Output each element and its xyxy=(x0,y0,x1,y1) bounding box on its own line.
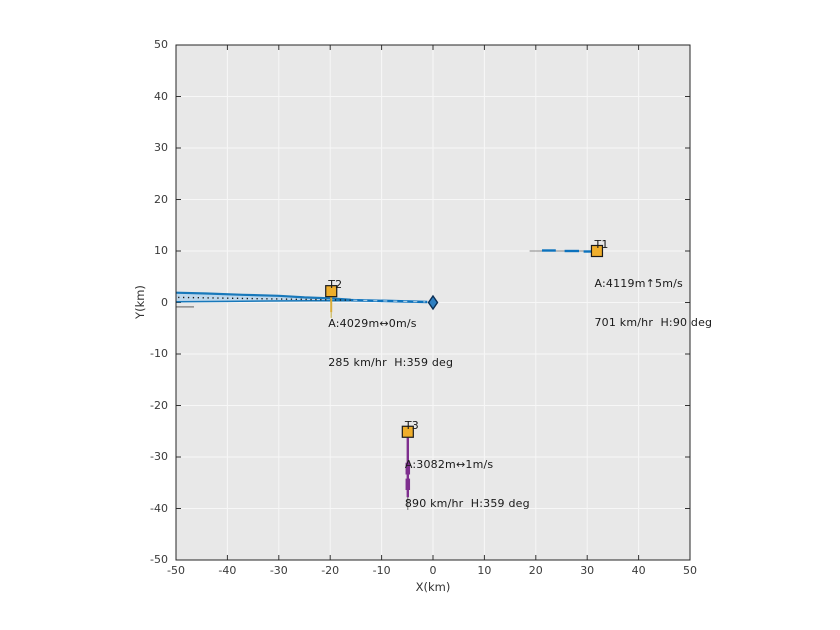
annotation-t1-id: T1 xyxy=(594,238,609,251)
t2-marker xyxy=(325,285,338,298)
axes-border xyxy=(175,44,691,561)
y-tick-label: -30 xyxy=(150,450,168,463)
y-tick-label: -20 xyxy=(150,398,168,412)
y-tick-label: 20 xyxy=(154,192,168,206)
y-tick-label: 50 xyxy=(154,38,168,51)
y-tick-label: 0 xyxy=(161,295,168,309)
annotation-t1-speed-heading: 701 km/hr H:90 deg xyxy=(594,316,713,329)
annotation-t2-id: T2 xyxy=(328,278,343,292)
annotation-t1-altitude: A:4119m↑5m/s xyxy=(594,277,683,290)
origin-marker xyxy=(427,294,439,311)
t3-marker xyxy=(401,425,414,438)
annotation-t3-id: T3 xyxy=(404,418,419,432)
x-tick-label: 20 xyxy=(528,564,543,577)
x-tick-label: -50 xyxy=(167,564,185,577)
x-tick-label: 40 xyxy=(631,564,646,577)
x-tick-label: 50 xyxy=(683,564,697,577)
annotation-t3: T3 A:3082m↔1m/s 890 km/hr H:359 deg xyxy=(405,393,530,536)
annotation-t3-altitude: A:3082m↔1m/s xyxy=(404,457,494,471)
y-tick-label: 40 xyxy=(154,89,168,103)
approach-band-bottom-edge xyxy=(175,299,351,303)
t1-marker xyxy=(590,244,604,258)
y-tick-label: 30 xyxy=(154,141,168,154)
x-axis-label: X(km) xyxy=(415,580,451,594)
annotation-t2-speed-heading: 285 km/hr H:359 deg xyxy=(328,356,454,370)
annotation-t1: T1 A:4119m↑5m/s 701 km/hr H:90 deg xyxy=(594,212,712,355)
y-axis-label: Y(km) xyxy=(133,285,147,319)
x-tick-label: 30 xyxy=(580,564,595,577)
x-tick-label: -20 xyxy=(321,564,340,577)
x-tick-label: -30 xyxy=(269,564,288,577)
y-tick-label: -40 xyxy=(150,501,168,515)
x-tick-label: -40 xyxy=(218,564,237,577)
annotation-t2: T2 A:4029m↔0m/s 285 km/hr H:359 deg xyxy=(328,252,453,395)
y-tick-label: 10 xyxy=(154,244,168,257)
x-tick-label: 0 xyxy=(429,564,437,577)
y-tick-label: -50 xyxy=(150,553,168,566)
annotation-t3-speed-heading: 890 km/hr H:359 deg xyxy=(404,496,530,510)
y-tick-label: -10 xyxy=(150,347,168,360)
x-tick-label: -10 xyxy=(372,564,391,577)
x-tick-label: 10 xyxy=(477,564,492,577)
annotation-t2-altitude: A:4029m↔0m/s xyxy=(328,317,417,331)
approach-tail-dashes xyxy=(353,299,426,303)
